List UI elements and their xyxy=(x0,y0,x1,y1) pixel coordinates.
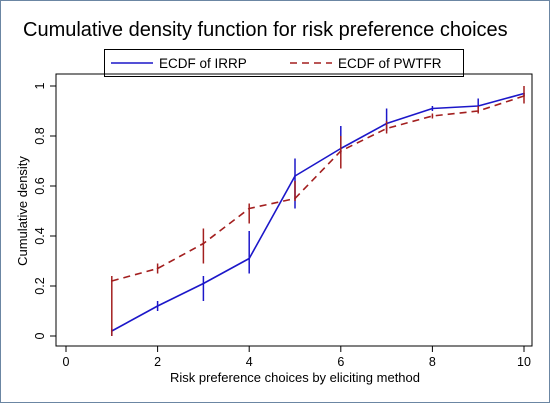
x-tick-label-2: 4 xyxy=(246,355,253,369)
y-tick-label-4: 0.8 xyxy=(33,127,47,144)
legend-swatch-irrp xyxy=(111,62,153,64)
series-irrp-point-1 xyxy=(156,305,159,307)
series-pwtfr xyxy=(110,86,525,336)
series-irrp xyxy=(110,92,525,336)
y-axis-label: Cumulative density xyxy=(15,156,30,266)
series-pwtfr-point-1 xyxy=(156,267,159,270)
y-tick-label-3: 0.6 xyxy=(33,177,47,194)
series-layer xyxy=(110,86,525,336)
y-tick-label-1: 0.2 xyxy=(33,277,47,294)
series-pwtfr-point-3 xyxy=(248,207,251,210)
series-irrp-point-7 xyxy=(431,107,434,110)
x-axis: 0 2 4 6 8 10 xyxy=(63,346,531,369)
series-irrp-point-2 xyxy=(202,282,205,285)
legend-label-pwtfr: ECDF of PWTFR xyxy=(338,55,442,71)
x-tick-label-0: 0 xyxy=(63,355,70,369)
series-irrp-point-3 xyxy=(248,257,251,260)
legend-label-irrp: ECDF of IRRP xyxy=(159,55,247,71)
x-tick-label-5: 10 xyxy=(517,355,531,369)
x-tick-label-1: 2 xyxy=(154,355,161,369)
y-tick-label-2: 0.4 xyxy=(33,227,47,244)
series-pwtfr-point-9 xyxy=(523,95,525,97)
series-irrp-point-4 xyxy=(294,175,296,177)
series-pwtfr-point-6 xyxy=(385,127,388,130)
series-pwtfr-point-8 xyxy=(477,110,480,112)
y-tick-label-5: 1 xyxy=(33,82,47,89)
x-tick-label-3: 6 xyxy=(337,355,344,369)
series-pwtfr-point-2 xyxy=(202,242,205,245)
x-axis-label: Risk preference choices by eliciting met… xyxy=(170,370,420,385)
series-irrp-line xyxy=(111,92,525,332)
legend-item-pwtfr: ECDF of PWTFR xyxy=(290,50,442,76)
chart-title: Cumulative density function for risk pre… xyxy=(23,19,508,41)
legend-item-irrp: ECDF of IRRP xyxy=(111,50,247,76)
legend: ECDF of IRRP ECDF of PWTFR xyxy=(104,49,464,77)
series-pwtfr-point-5 xyxy=(339,150,342,152)
y-axis: 0 0.2 0.4 0.6 0.8 1 xyxy=(33,82,56,339)
x-tick-label-4: 8 xyxy=(429,355,436,369)
series-pwtfr-line xyxy=(111,95,525,282)
y-tick-label-0: 0 xyxy=(33,332,47,339)
plot-area xyxy=(55,73,533,347)
legend-swatch-pwtfr xyxy=(290,62,332,64)
series-pwtfr-point-4 xyxy=(294,197,296,200)
series-pwtfr-point-0 xyxy=(110,280,113,282)
series-pwtfr-point-7 xyxy=(431,115,434,117)
